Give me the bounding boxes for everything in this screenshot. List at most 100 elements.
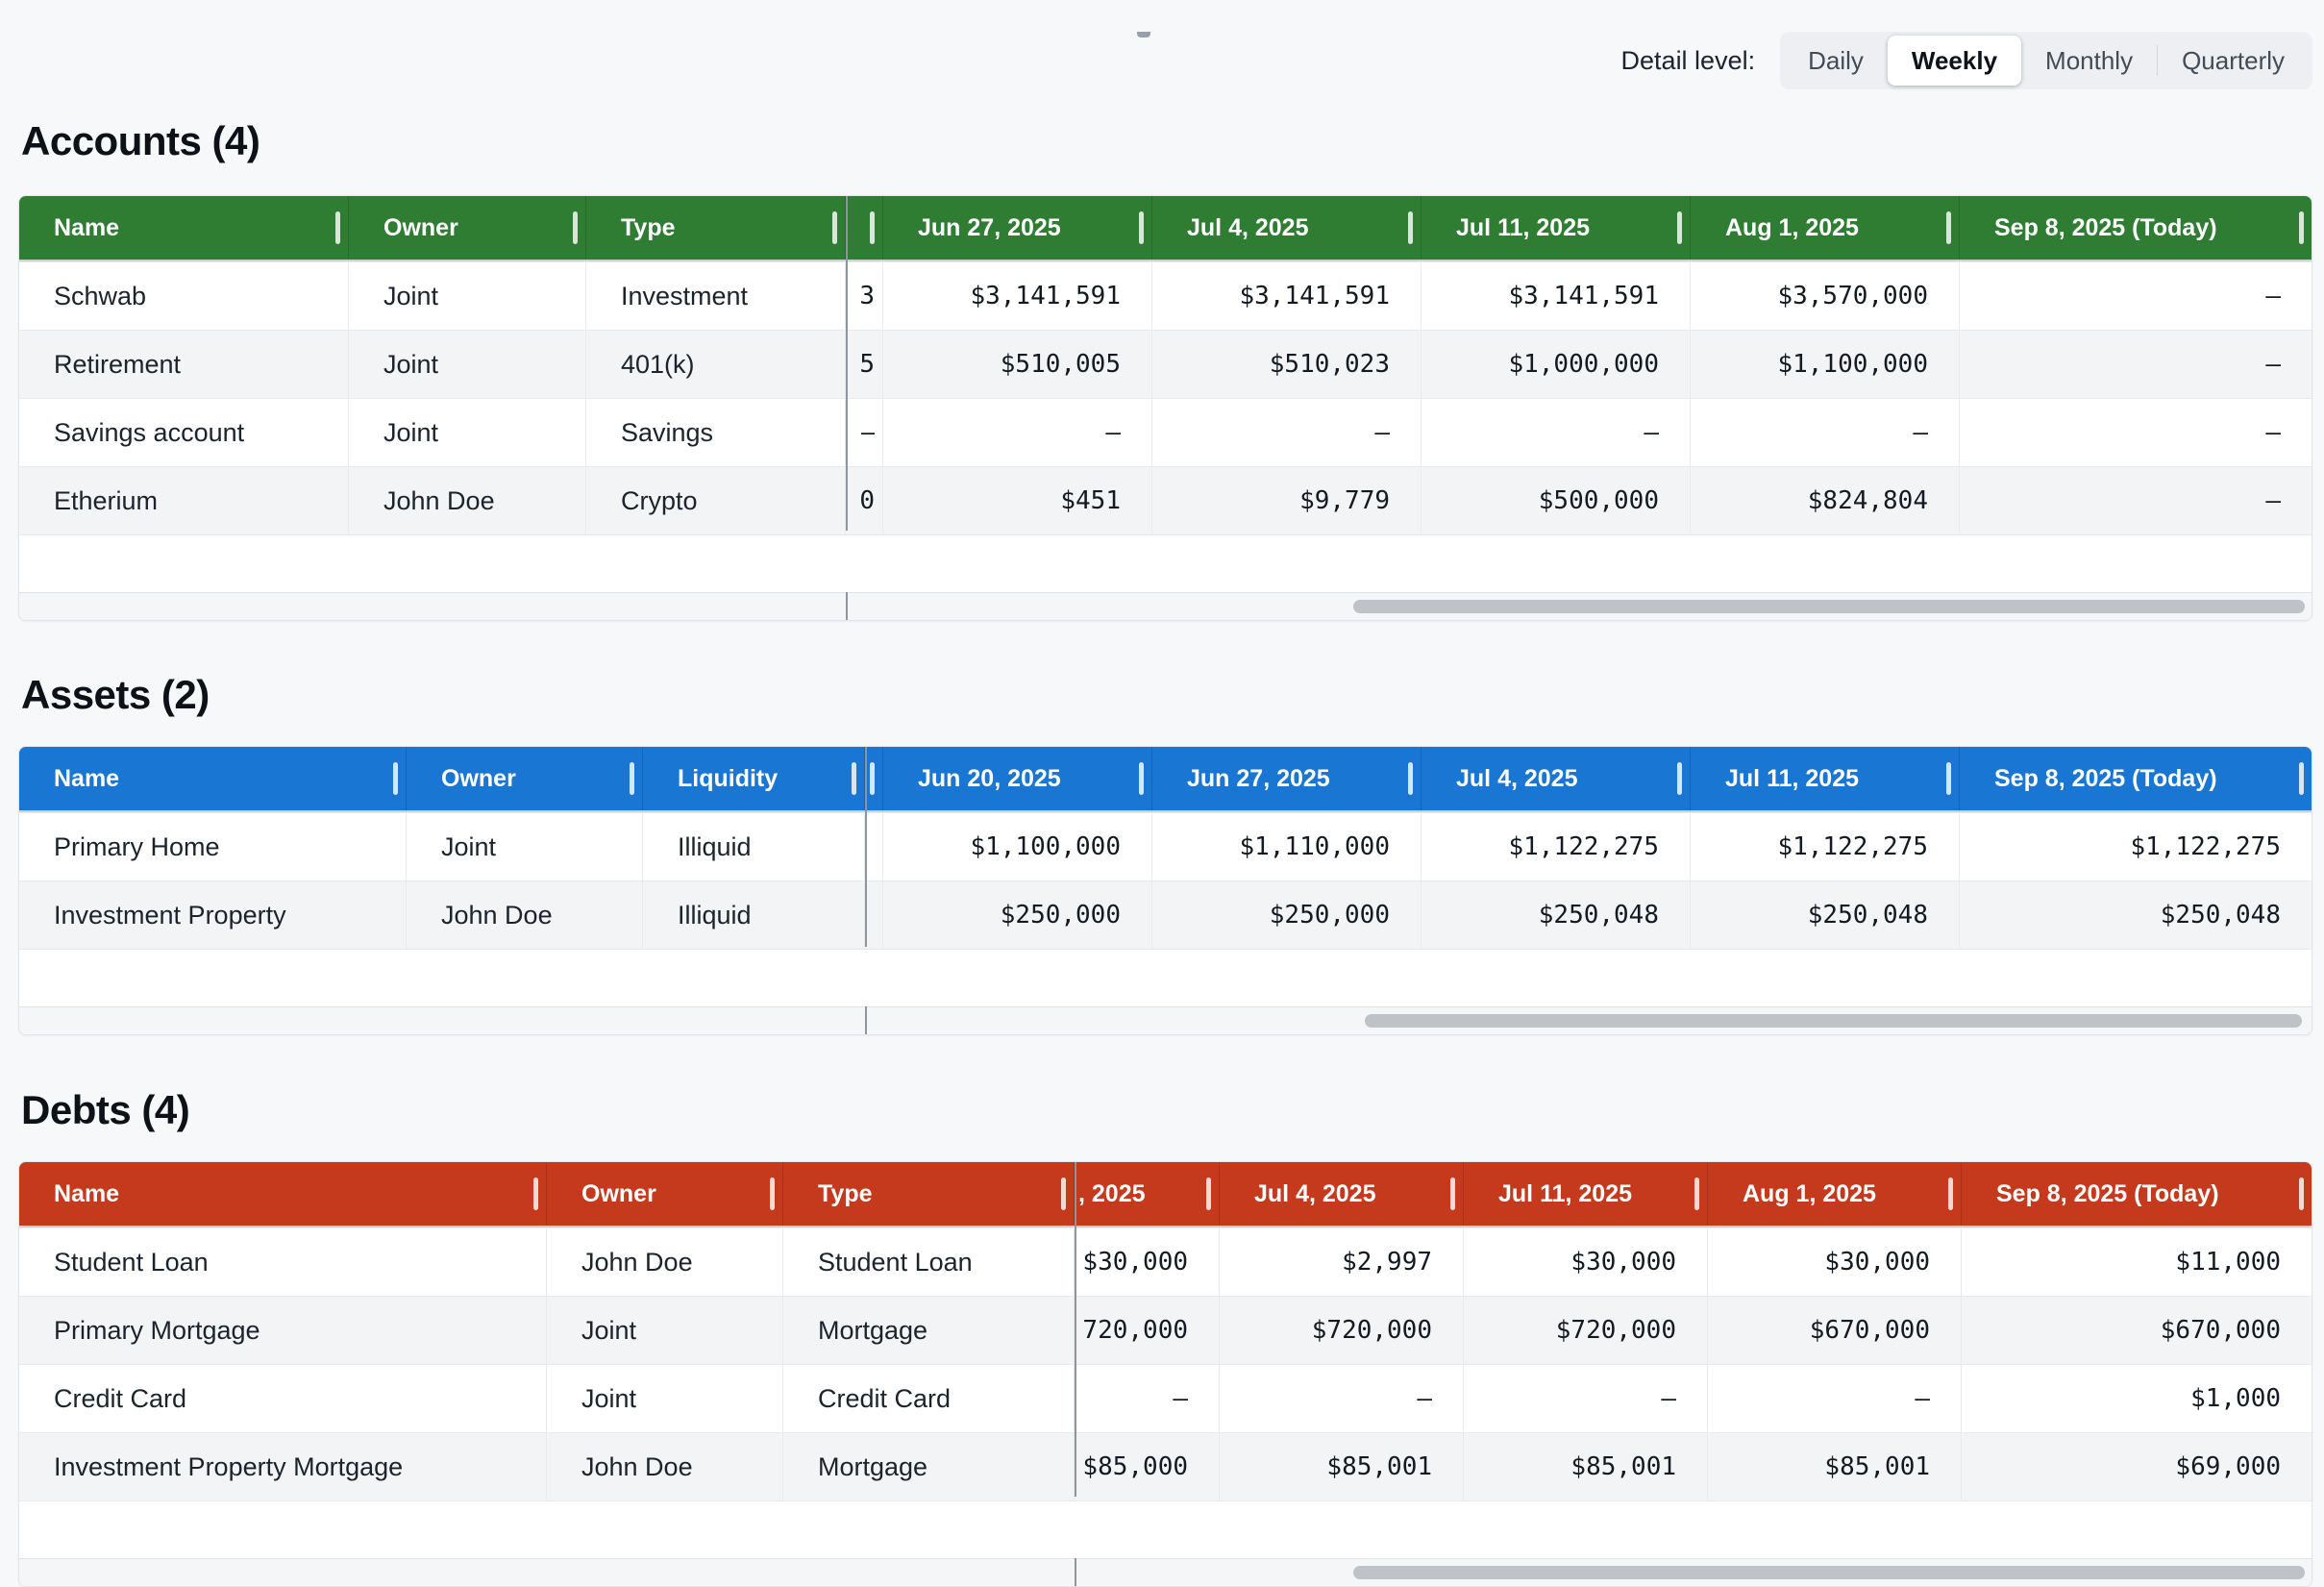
date-column-header[interactable]: Aug 1, 2025 [1708, 1162, 1962, 1226]
column-resize-handle[interactable] [1206, 1178, 1211, 1210]
cell-value: – [1220, 1365, 1464, 1432]
column-header-owner[interactable]: Owner [407, 747, 643, 810]
column-resize-handle[interactable] [1408, 211, 1413, 244]
column-header-liquidity[interactable]: Liquidity [643, 747, 865, 810]
cell-value: – [1691, 399, 1960, 466]
column-header-owner[interactable]: Owner [547, 1162, 783, 1226]
cell-owner: John Doe [407, 881, 643, 949]
column-resize-handle[interactable] [1946, 211, 1951, 244]
cell-value: $1,110,000 [1152, 813, 1422, 880]
date-column-header-today[interactable]: Sep 8, 2025 (Today) [1960, 747, 2312, 810]
date-column-header[interactable]: Jun 27, 2025 [1152, 747, 1422, 810]
scrollbar-thumb[interactable] [1365, 1014, 2302, 1028]
column-resize-handle[interactable] [1061, 1178, 1066, 1210]
clipped-date-column-header[interactable] [865, 747, 883, 810]
column-resize-handle[interactable] [770, 1178, 775, 1210]
cell-value: $3,141,591 [1422, 262, 1691, 330]
cell-value: $720,000 [1220, 1297, 1464, 1364]
detail-option-monthly[interactable]: Monthly [2021, 36, 2157, 86]
column-resize-handle[interactable] [2299, 211, 2304, 244]
column-resize-handle[interactable] [393, 762, 398, 795]
cell-type: Savings [586, 399, 846, 466]
column-resize-handle[interactable] [1677, 211, 1682, 244]
date-column-header-today[interactable]: Sep 8, 2025 (Today) [1960, 196, 2312, 260]
cell-value: $1,122,275 [1422, 813, 1691, 880]
column-resize-handle[interactable] [832, 211, 837, 244]
table-row: Primary Home Joint Illiquid $1,100,000 $… [19, 812, 2312, 880]
column-resize-handle[interactable] [335, 211, 340, 244]
column-resize-handle[interactable] [2299, 762, 2304, 795]
cell-value: $720,000 [1464, 1297, 1708, 1364]
column-resize-handle[interactable] [1450, 1178, 1455, 1210]
horizontal-scrollbar[interactable] [19, 1006, 2312, 1034]
date-column-header[interactable]: Jul 11, 2025 [1422, 196, 1691, 260]
cell-liquidity: Illiquid [643, 813, 865, 880]
cell-value: – [1422, 399, 1691, 466]
cell-name: Credit Card [19, 1365, 547, 1432]
detail-option-daily[interactable]: Daily [1784, 36, 1888, 86]
column-header-type[interactable]: Type [586, 196, 846, 260]
date-column-header[interactable]: Jun 20, 2025 [883, 747, 1152, 810]
cell-value: $250,048 [1691, 881, 1960, 949]
clipped-date-column-header[interactable]: , 2025 [1075, 1162, 1220, 1226]
table-row: Schwab Joint Investment 3 $3,141,591 $3,… [19, 261, 2312, 330]
table-row: Investment Property Mortgage John Doe Mo… [19, 1432, 2312, 1500]
column-resize-handle[interactable] [1139, 762, 1144, 795]
date-column-header[interactable]: Jun 27, 2025 [883, 196, 1152, 260]
clipped-date-column-header[interactable] [846, 196, 883, 260]
column-header-type[interactable]: Type [783, 1162, 1075, 1226]
column-resize-handle[interactable] [2299, 1178, 2304, 1210]
table-row: Primary Mortgage Joint Mortgage 720,000 … [19, 1296, 2312, 1364]
cell-clipped-value: $85,000 [1075, 1433, 1220, 1500]
column-resize-handle[interactable] [573, 211, 578, 244]
scrollbar-thumb[interactable] [1353, 600, 2305, 613]
horizontal-scrollbar[interactable] [19, 1558, 2312, 1586]
cell-value: $670,000 [2160, 1316, 2281, 1345]
date-column-header[interactable]: Jul 11, 2025 [1464, 1162, 1708, 1226]
horizontal-scrollbar[interactable] [19, 592, 2312, 620]
date-column-header[interactable]: Jul 4, 2025 [1422, 747, 1691, 810]
date-column-header[interactable]: Jul 11, 2025 [1691, 747, 1960, 810]
cell-value: $3,141,591 [1152, 262, 1422, 330]
accounts-table: Name Owner Type Jun 27, 2025 Jul 4, 2025… [18, 195, 2312, 621]
column-resize-handle[interactable] [1948, 1178, 1953, 1210]
date-column-header[interactable]: Jul 4, 2025 [1220, 1162, 1464, 1226]
detail-option-weekly[interactable]: Weekly [1887, 36, 2022, 86]
cell-clipped: – [846, 399, 883, 466]
column-resize-handle[interactable] [1694, 1178, 1699, 1210]
cell-value: $250,048 [2160, 901, 2281, 930]
column-resize-handle[interactable] [630, 762, 634, 795]
cell-name: Schwab [19, 262, 349, 330]
cell-owner: John Doe [547, 1433, 783, 1500]
cell-clipped [865, 881, 883, 949]
cell-value: $85,001 [1220, 1433, 1464, 1500]
cell-clipped-value: 720,000 [1075, 1297, 1220, 1364]
cell-value: $250,000 [1152, 881, 1422, 949]
table-row: Savings account Joint Savings – – – – – … [19, 398, 2312, 466]
cell-owner: Joint [547, 1297, 783, 1364]
cell-owner: John Doe [547, 1228, 783, 1296]
date-column-header-today[interactable]: Sep 8, 2025 (Today) [1962, 1162, 2312, 1226]
column-resize-handle[interactable] [1946, 762, 1951, 795]
date-column-header[interactable]: Jul 4, 2025 [1152, 196, 1422, 260]
date-column-header[interactable]: Aug 1, 2025 [1691, 196, 1960, 260]
column-header-name[interactable]: Name [19, 196, 349, 260]
cell-value: $85,001 [1708, 1433, 1962, 1500]
scrollbar-thumb[interactable] [1353, 1566, 2305, 1579]
cell-type: Student Loan [783, 1228, 1075, 1296]
column-resize-handle[interactable] [852, 762, 856, 795]
cell-name: Primary Home [19, 813, 407, 880]
column-header-owner[interactable]: Owner [349, 196, 586, 260]
detail-option-quarterly[interactable]: Quarterly [2158, 36, 2309, 86]
column-header-name[interactable]: Name [19, 747, 407, 810]
cell-value: $9,779 [1152, 467, 1422, 534]
column-header-name[interactable]: Name [19, 1162, 547, 1226]
column-resize-handle[interactable] [870, 211, 875, 244]
cell-clipped-value: $30,000 [1075, 1228, 1220, 1296]
column-resize-handle[interactable] [1677, 762, 1682, 795]
cell-name: Primary Mortgage [19, 1297, 547, 1364]
column-resize-handle[interactable] [1139, 211, 1144, 244]
column-resize-handle[interactable] [533, 1178, 538, 1210]
column-resize-handle[interactable] [870, 762, 875, 795]
column-resize-handle[interactable] [1408, 762, 1413, 795]
